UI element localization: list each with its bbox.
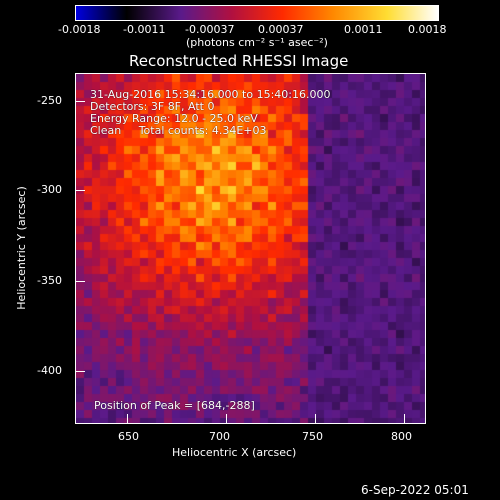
y-tick-label: -350 — [37, 274, 62, 287]
x-tick-label: 800 — [391, 430, 412, 443]
x-tick-label: 750 — [302, 430, 323, 443]
colorbar-tick-label: -0.0018 — [58, 23, 101, 36]
detectors-text: Detectors: 3F 8F, Att 0 — [90, 100, 215, 113]
colorbar — [75, 5, 439, 21]
peak-position-text: Position of Peak = [684,-288] — [94, 399, 255, 412]
y-tick — [76, 101, 85, 102]
footer-timestamp: 6-Sep-2022 05:01 — [361, 483, 469, 497]
colorbar-units-label: (photons cm⁻² s⁻¹ asec⁻²) — [186, 36, 328, 49]
y-tick-label: -400 — [37, 364, 62, 377]
colorbar-tick-label: -0.00037 — [185, 23, 235, 36]
y-tick — [76, 281, 85, 282]
image-canvas — [76, 74, 425, 423]
plot-title: Reconstructed RHESSI Image — [129, 52, 349, 70]
colorbar-tick-label: 0.0011 — [344, 23, 383, 36]
y-axis-label: Heliocentric Y (arcsec) — [15, 186, 28, 310]
clean-counts-text: Clean Total counts: 4.34E+03 — [90, 124, 267, 137]
y-tick — [76, 190, 85, 191]
x-tick-label: 700 — [209, 430, 230, 443]
colorbar-tick-label: 0.00037 — [258, 23, 304, 36]
x-tick — [226, 414, 227, 423]
rhessi-image: 31-Aug-2016 15:34:16.000 to 15:40:16.000… — [75, 73, 426, 424]
x-tick — [404, 414, 405, 423]
x-tick — [127, 414, 128, 423]
y-tick — [76, 371, 85, 372]
colorbar-tick-label: 0.0018 — [408, 23, 447, 36]
x-tick — [315, 414, 316, 423]
colorbar-tick-label: -0.0011 — [123, 23, 166, 36]
x-axis-label: Heliocentric X (arcsec) — [172, 446, 297, 459]
y-tick-label: -300 — [37, 183, 62, 196]
x-tick-label: 650 — [118, 430, 139, 443]
energy-range-text: Energy Range: 12.0 - 25.0 keV — [90, 112, 258, 125]
y-tick-label: -250 — [37, 94, 62, 107]
date-range-text: 31-Aug-2016 15:34:16.000 to 15:40:16.000 — [90, 88, 331, 101]
